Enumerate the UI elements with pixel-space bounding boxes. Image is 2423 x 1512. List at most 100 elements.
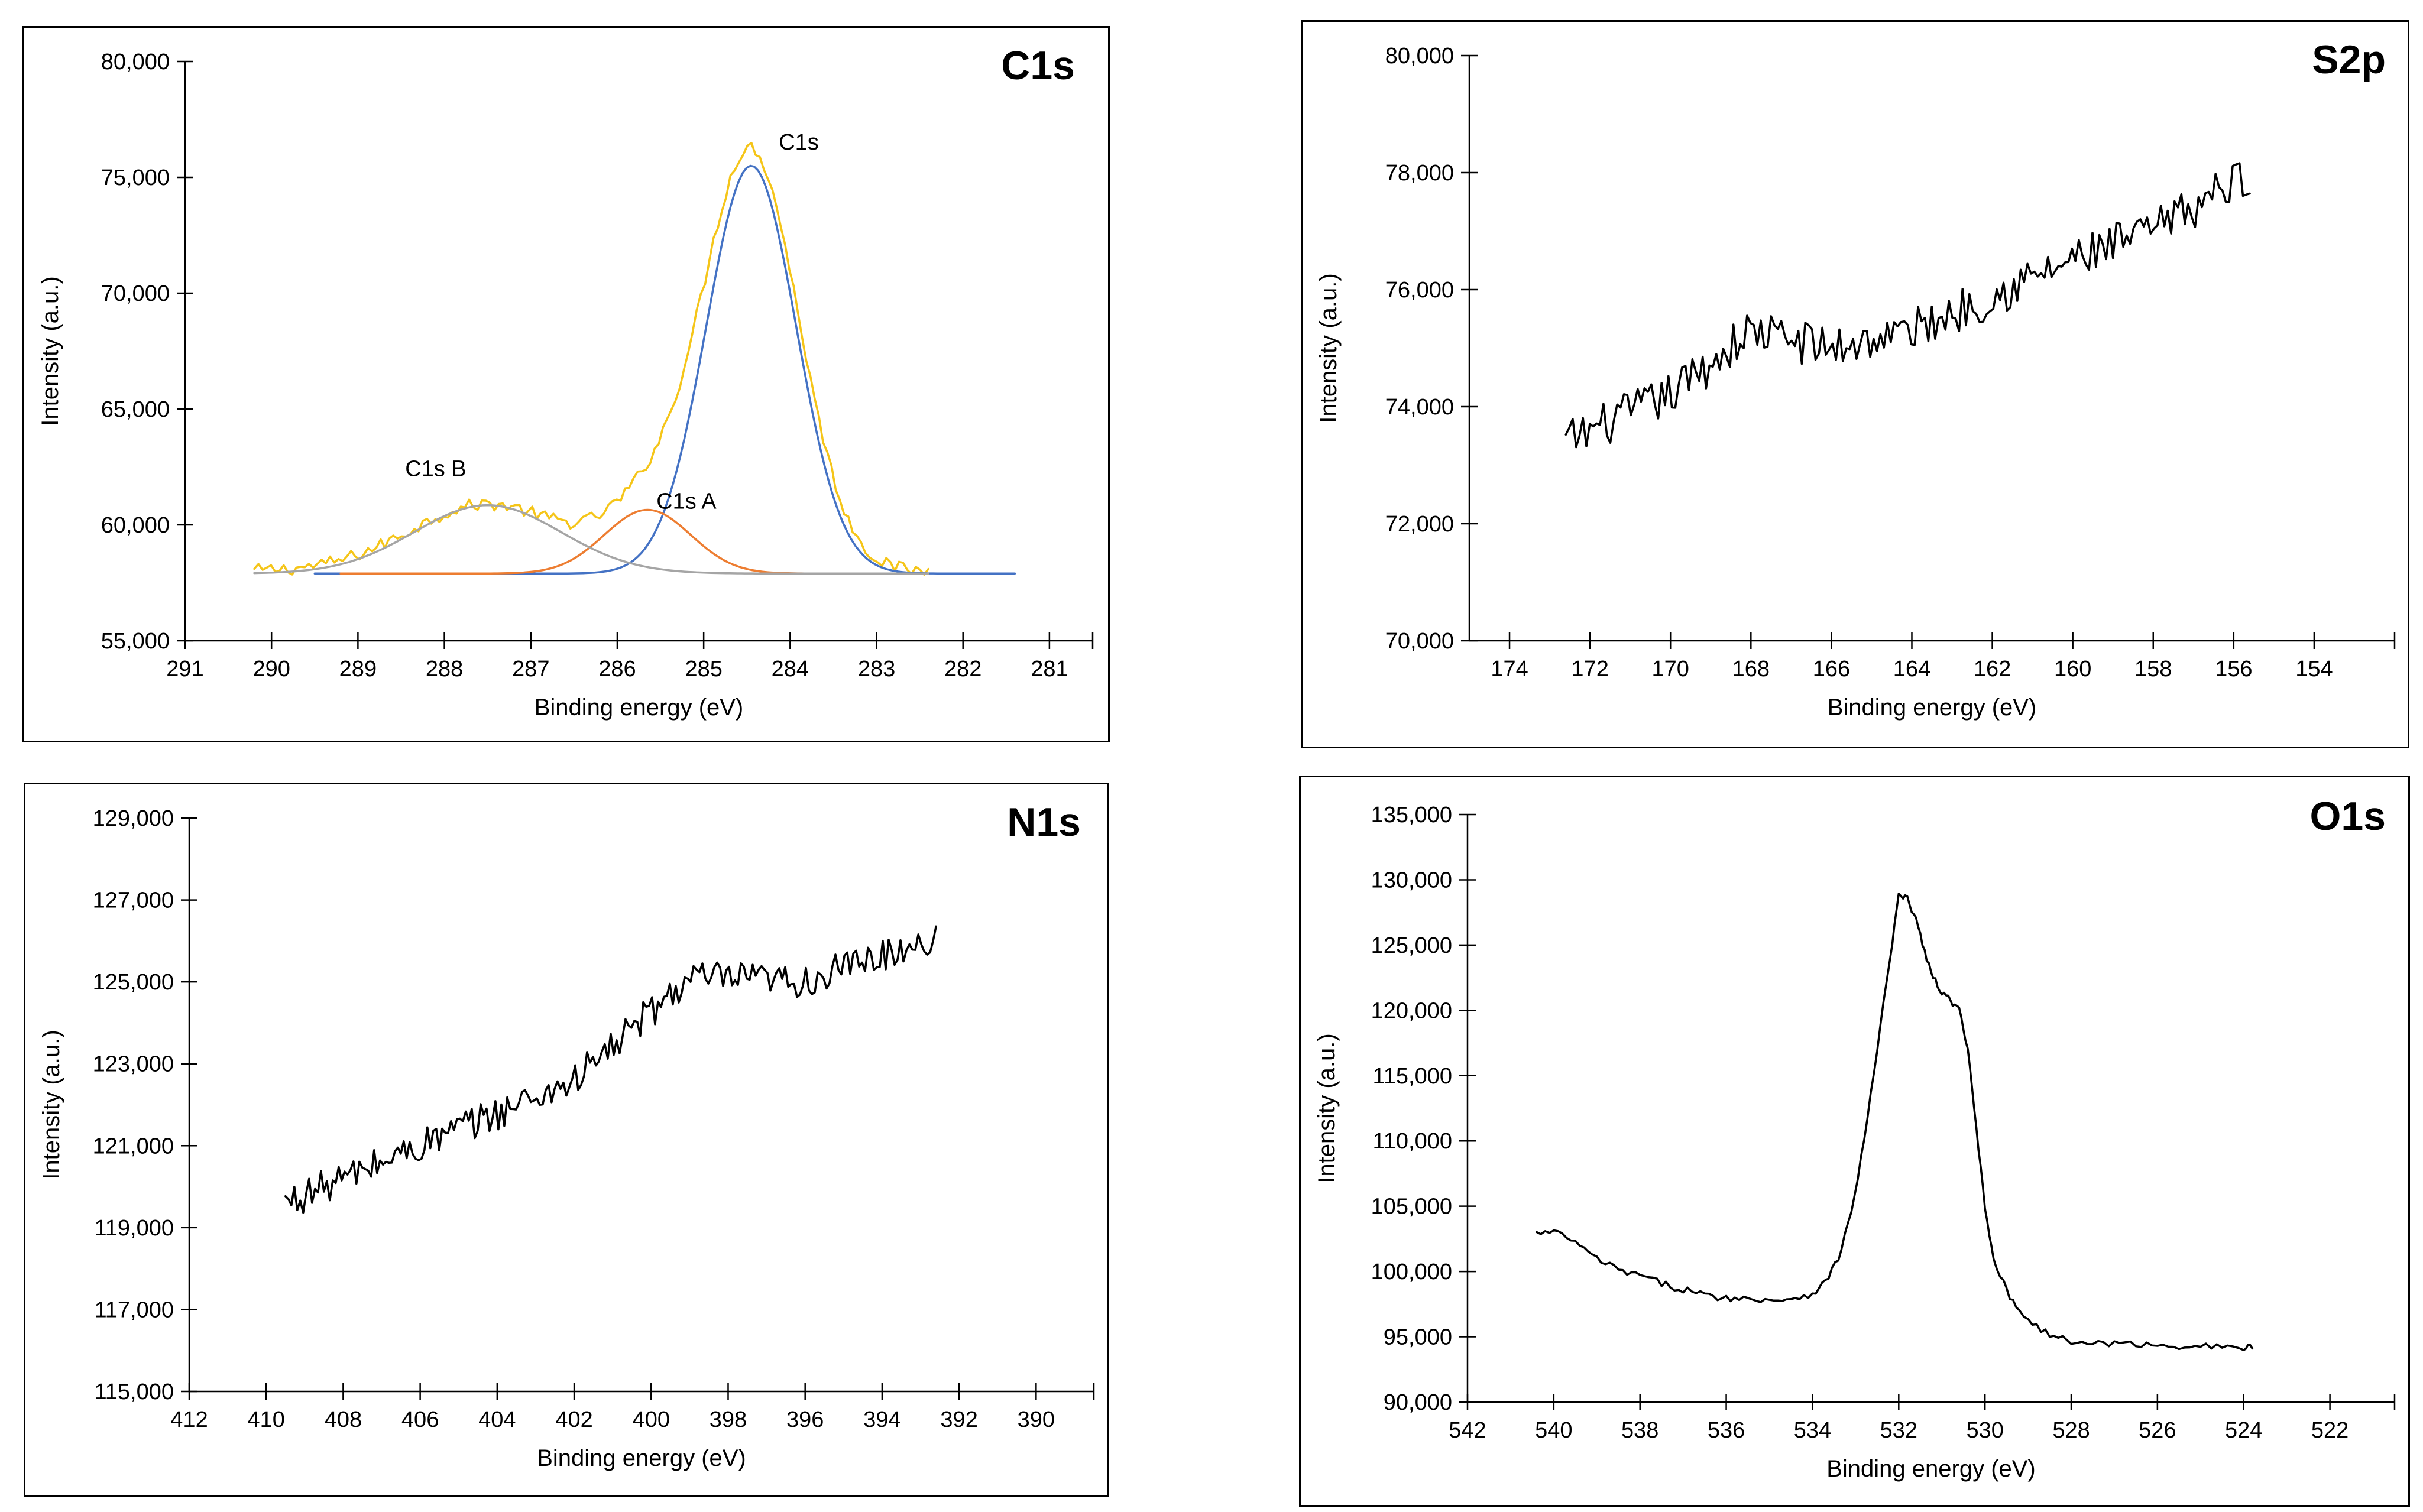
o1s-chart-svg: 90,000 95,000 100,000 105,000 110,000 115,000… [1299,776,2410,1507]
x-tick-label: 166 [1813,657,1850,682]
series-line-n1s [284,925,937,1214]
n1s-chart-svg: 115,000 117,000 119,000 121,000 123,000 125,0… [24,783,1109,1497]
x-tick-label: 390 [1018,1407,1055,1432]
y-axis-label: Intensity (a.u.) [1314,1033,1340,1183]
y-tick-label: 119,000 [94,1216,174,1241]
x-tick-label: 412 [170,1407,208,1432]
y-tick-label: 135,000 [1371,803,1452,828]
peak-annotation: C1s A [656,489,717,514]
y-tick-label: 60,000 [101,513,170,538]
x-tick-label: 540 [1535,1418,1572,1443]
x-tick-label: 162 [1974,657,2011,682]
chart-frame [24,783,1109,1497]
y-tick-label: 125,000 [1371,933,1452,958]
y-tick-label: 123,000 [93,1052,174,1077]
s2p-chart-panel: 70,000 72,000 74,000 76,000 78,000 80,000 174 1… [1301,20,2409,748]
y-tick-label: 55,000 [101,629,170,654]
chart-title: O1s [2309,794,2386,839]
y-tick-label: 75,000 [101,166,170,190]
x-tick-label: 158 [2134,657,2172,682]
x-tick-label: 282 [944,657,981,682]
y-tick-label: 76,000 [1385,278,1454,303]
y-tick-label: 90,000 [1384,1390,1452,1415]
series-line-o1s [1535,893,2254,1351]
y-axis-label: Intensity (a.u.) [37,276,63,426]
y-tick-label: 127,000 [93,888,174,913]
x-tick-label: 394 [863,1407,900,1432]
y-tick-label: 78,000 [1385,161,1454,186]
y-tick-label: 80,000 [101,50,170,74]
x-tick-label: 534 [1794,1418,1831,1443]
o1s-chart-panel: 90,000 95,000 100,000 105,000 110,000 115,000… [1299,776,2410,1507]
x-tick-label: 291 [166,657,203,682]
x-tick-label: 154 [2295,657,2333,682]
s2p-chart-svg: 70,000 72,000 74,000 76,000 78,000 80,000 174 1… [1301,20,2409,748]
x-tick-label: 168 [1732,657,1770,682]
x-tick-label: 408 [325,1407,362,1432]
y-axis-label: Intensity (a.u.) [38,1030,64,1179]
chart-frame [22,26,1110,742]
series-line-c1s-b [253,504,929,575]
peak-annotation: C1s B [405,457,466,482]
x-tick-label: 284 [772,657,809,682]
x-tick-label: 538 [1621,1418,1658,1443]
x-tick-label: 281 [1031,657,1068,682]
n1s-chart-panel: 115,000 117,000 119,000 121,000 123,000 125,0… [24,783,1109,1497]
x-tick-label: 528 [2052,1418,2090,1443]
x-tick-label: 156 [2215,657,2252,682]
chart-title: N1s [1007,800,1081,845]
x-tick-label: 402 [555,1407,592,1432]
y-tick-label: 72,000 [1385,512,1454,537]
y-tick-label: 65,000 [101,397,170,422]
x-tick-label: 400 [633,1407,670,1432]
x-tick-label: 172 [1571,657,1608,682]
x-tick-label: 283 [858,657,895,682]
c1s-chart-panel: 55,000 60,000 65,000 70,000 75,000 80,000 291 2… [22,26,1110,742]
x-tick-label: 532 [1880,1418,1917,1443]
x-tick-label: 536 [1708,1418,1745,1443]
y-tick-label: 125,000 [93,970,174,995]
chart-title: S2p [2312,37,2386,82]
y-tick-label: 110,000 [1372,1129,1452,1154]
x-tick-label: 530 [1966,1418,2003,1443]
y-tick-label: 100,000 [1371,1260,1452,1284]
y-tick-label: 115,000 [94,1380,174,1404]
chart-frame [1299,776,2410,1507]
x-axis-label: Binding energy (eV) [535,695,744,721]
y-tick-label: 117,000 [94,1297,174,1322]
y-tick-label: 130,000 [1371,868,1452,893]
chart-frame [1301,20,2409,748]
x-tick-label: 398 [710,1407,747,1432]
x-tick-label: 410 [248,1407,285,1432]
x-tick-label: 285 [685,657,722,682]
y-tick-label: 74,000 [1385,395,1454,420]
y-tick-label: 80,000 [1385,44,1454,69]
x-axis-label: Binding energy (eV) [1826,1456,2036,1482]
x-tick-label: 174 [1491,657,1528,682]
x-tick-label: 526 [2139,1418,2176,1443]
y-tick-label: 120,000 [1371,998,1452,1023]
y-tick-label: 121,000 [93,1134,174,1159]
x-tick-label: 286 [598,657,636,682]
x-tick-label: 406 [401,1407,439,1432]
x-tick-label: 524 [2225,1418,2262,1443]
c1s-chart-svg: 55,000 60,000 65,000 70,000 75,000 80,000 291 2… [22,26,1110,742]
x-axis-label: Binding energy (eV) [1828,695,2037,721]
y-tick-label: 70,000 [1385,629,1454,654]
x-axis-label: Binding energy (eV) [537,1445,746,1471]
chart-title: C1s [1001,43,1075,88]
y-axis-label: Intensity (a.u.) [1316,273,1342,423]
x-tick-label: 396 [786,1407,824,1432]
x-tick-label: 404 [478,1407,516,1432]
x-tick-label: 289 [339,657,377,682]
series-line-envelope [253,141,929,576]
peak-annotation: C1s [779,130,819,155]
x-tick-label: 392 [940,1407,977,1432]
x-tick-label: 170 [1652,657,1689,682]
y-tick-label: 95,000 [1384,1325,1452,1350]
x-tick-label: 160 [2054,657,2091,682]
y-tick-label: 129,000 [93,806,174,831]
y-tick-label: 115,000 [1372,1064,1452,1089]
x-tick-label: 287 [512,657,549,682]
x-tick-label: 288 [426,657,463,682]
